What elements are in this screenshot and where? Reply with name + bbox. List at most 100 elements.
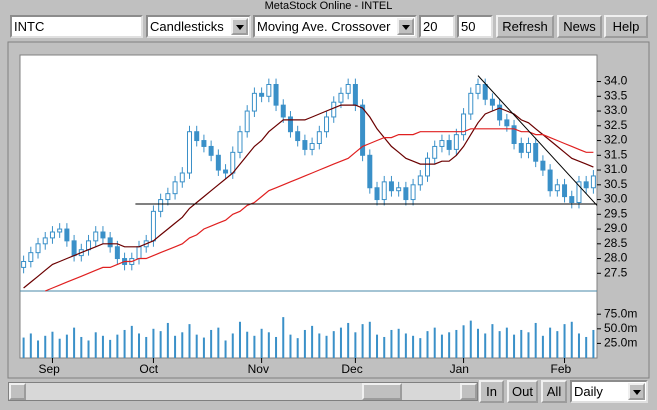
study-text: Moving Ave. Crossover (257, 19, 391, 34)
candle-body (273, 84, 279, 106)
candle-body (576, 181, 582, 204)
candle-body (280, 104, 286, 118)
volume-bar (549, 327, 552, 358)
zoom-out-button[interactable]: Out (507, 380, 538, 403)
candle-body (21, 261, 27, 268)
volume-bar (491, 324, 494, 358)
candle-body (150, 210, 156, 242)
x-tick-label: Dec (341, 362, 362, 376)
volume-bar (231, 333, 234, 358)
volume-bar (368, 321, 371, 358)
volume-tick-label: 25.0m (604, 336, 637, 350)
volume-bar (217, 327, 220, 358)
volume-tick-label: 75.0m (604, 306, 637, 320)
volume-bar (267, 332, 270, 358)
candle-body (562, 184, 568, 198)
volume-bar (505, 327, 508, 358)
study-select[interactable]: Moving Ave. Crossover (253, 15, 417, 38)
scroll-left[interactable] (9, 383, 26, 400)
volume-bar (390, 329, 393, 358)
help-button[interactable]: Help (604, 15, 648, 38)
volume-bar (188, 324, 191, 358)
all-button[interactable]: All (541, 380, 567, 403)
dropdown-arrow[interactable] (628, 383, 645, 400)
candle-body (511, 125, 517, 145)
zoom-in-button[interactable]: In (479, 380, 504, 403)
candle-body (251, 92, 257, 112)
dropdown-arrow[interactable] (397, 18, 414, 35)
plot-area (19, 54, 598, 359)
volume-bar (585, 336, 588, 358)
moving-average-line (44, 128, 594, 292)
scroll-thumb[interactable] (362, 383, 402, 400)
volume-bar (123, 329, 126, 358)
volume-bar (570, 321, 573, 358)
volume-bar (65, 334, 68, 358)
dropdown-arrow[interactable] (231, 18, 248, 35)
candle-body (439, 140, 445, 147)
candle-body (497, 104, 503, 121)
volume-bar (361, 324, 364, 358)
candle-body (547, 169, 553, 192)
candle-body (114, 246, 120, 260)
candle-body (237, 131, 243, 153)
y-tick-label: 28.0 (604, 251, 628, 265)
symbol-input[interactable]: INTC (10, 15, 143, 38)
candle-body (244, 110, 250, 133)
chart-style-select[interactable]: Candlesticks (146, 15, 251, 38)
volume-bar (376, 334, 379, 358)
volume-bar (94, 332, 97, 358)
volume-bar (275, 336, 278, 358)
volume-bar (29, 333, 32, 358)
volume-bar (253, 335, 256, 358)
news-button[interactable]: News (557, 15, 602, 38)
candle-body (93, 231, 99, 242)
y-tick-label: 32.5 (604, 118, 628, 132)
candle-body (194, 131, 200, 142)
candle-body (324, 116, 330, 133)
candle-body (295, 131, 301, 142)
chart-style-text: Candlesticks (150, 19, 224, 34)
candle-body (482, 84, 488, 100)
candle-body (345, 84, 351, 94)
volume-bar (181, 332, 184, 358)
candle-body (489, 98, 495, 106)
volume-bar (260, 328, 263, 358)
scroll-right[interactable] (460, 383, 477, 400)
candle-body (583, 181, 589, 189)
trend-line (477, 75, 598, 206)
y-tick-label: 33.5 (604, 88, 628, 102)
volume-bar (80, 336, 83, 358)
period2-input[interactable]: 50 (457, 15, 493, 38)
candle-body (158, 199, 164, 212)
volume-bar (73, 327, 76, 358)
y-tick-label: 28.5 (604, 236, 628, 250)
volume-bar (282, 317, 285, 358)
candle-body (259, 92, 265, 97)
volume-bar (296, 338, 299, 358)
candle-body (331, 101, 337, 118)
refresh-button[interactable]: Refresh (496, 15, 554, 38)
scrollbar[interactable] (8, 382, 478, 401)
volume-bar (109, 339, 112, 358)
volume-bar (484, 333, 487, 358)
volume-bar (224, 340, 227, 358)
candle-body (302, 140, 308, 150)
candle-body (504, 119, 510, 127)
x-tick-label: Sep (38, 362, 60, 376)
candle-body (172, 181, 178, 195)
volume-bar (289, 334, 292, 358)
interval-select[interactable]: Daily (570, 380, 648, 403)
candle-body (403, 187, 409, 201)
volume-bar (347, 322, 350, 358)
candle-body (208, 145, 214, 156)
candle-body (42, 237, 48, 245)
volume-bar (246, 331, 249, 358)
candle-body (381, 181, 387, 201)
candle-body (569, 196, 575, 204)
y-tick-label: 31.0 (604, 162, 628, 176)
window-title: MetaStock Online - INTEL (264, 0, 393, 12)
volume-bar (116, 334, 119, 358)
period1-input[interactable]: 20 (419, 15, 455, 38)
